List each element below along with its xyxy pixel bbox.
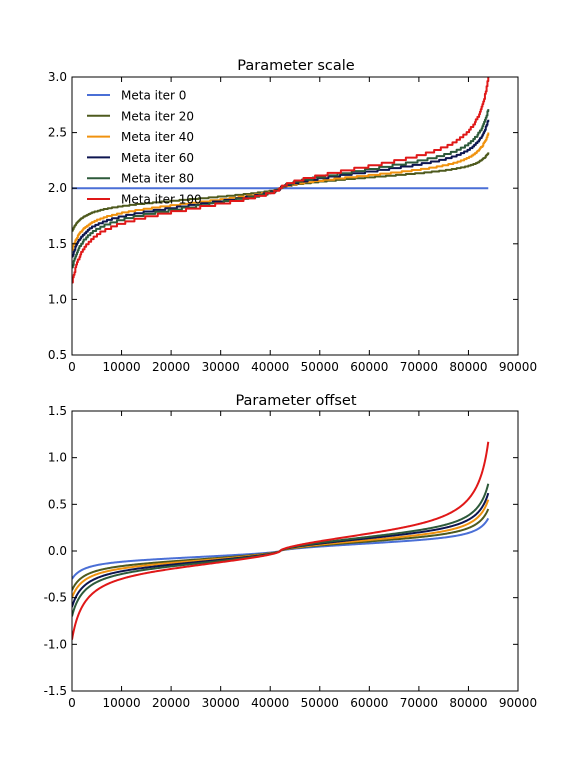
scale-series-line-5 (72, 77, 490, 284)
offset-ytick-label: -1.5 (44, 684, 67, 698)
scale-xtick-label: 20000 (152, 360, 190, 374)
legend-label: Meta iter 60 (121, 151, 194, 165)
offset-xtick-label: 80000 (449, 696, 487, 710)
legend-label: Meta iter 0 (121, 89, 186, 103)
offset-xtick-label: 0 (68, 696, 76, 710)
offset-xtick-label: 40000 (251, 696, 289, 710)
scale-chart-title: Parameter scale (237, 58, 354, 74)
scale-xtick-label: 40000 (251, 360, 289, 374)
scale-axes-frame (71, 76, 519, 356)
offset-xtick-label: 70000 (400, 696, 438, 710)
scale-ytick-label: 0.5 (48, 348, 67, 362)
offset-xtick-label: 50000 (301, 696, 339, 710)
legend-label: Meta iter 80 (121, 172, 194, 186)
scale-plot-area: 0 10000 20000 30000 40000 50000 60000 70000 8000… (48, 70, 537, 374)
scale-xtick-label: 90000 (499, 360, 537, 374)
scale-ytick-label: 1.0 (48, 292, 67, 306)
offset-ytick-label: 1.5 (48, 404, 67, 418)
offset-ytick-label: 0.0 (48, 544, 67, 558)
offset-series-line-5 (72, 441, 490, 640)
scale-ytick-label: 3.0 (48, 70, 67, 84)
scale-xtick-label: 30000 (202, 360, 240, 374)
offset-xtick-label: 30000 (202, 696, 240, 710)
offset-chart-title: Parameter offset (235, 393, 356, 409)
offset-panel: Parameter offset 0 10000 20000 30000 40000 50… (44, 393, 538, 710)
scale-panel: Parameter scale 0 10000 20000 30000 40000 500… (48, 58, 537, 374)
legend-label: Meta iter 100 (121, 193, 202, 207)
offset-ytick-label: -1.0 (44, 637, 67, 651)
scale-xtick-label: 50000 (301, 360, 339, 374)
scale-ytick-label: 2.0 (48, 181, 67, 195)
legend-label: Meta iter 40 (121, 130, 194, 144)
scale-xtick-label: 60000 (350, 360, 388, 374)
offset-xtick-label: 90000 (499, 696, 537, 710)
scale-xtick-label: 0 (68, 360, 76, 374)
offset-axes-frame (71, 410, 519, 692)
offset-plot-area: 0 10000 20000 30000 40000 50000 60000 70000 8000… (44, 404, 538, 710)
offset-xtick-label: 60000 (350, 696, 388, 710)
scale-ytick-label: 2.5 (48, 126, 67, 140)
offset-series-line-2 (72, 499, 490, 599)
offset-ytick-label: 0.5 (48, 497, 67, 511)
offset-xtick-label: 10000 (102, 696, 140, 710)
scale-xtick-label: 70000 (400, 360, 438, 374)
scale-ytick-label: 1.5 (48, 237, 67, 251)
offset-ytick-label: 1.0 (48, 451, 67, 465)
offset-ytick-label: -0.5 (44, 591, 67, 605)
legend-label: Meta iter 20 (121, 109, 194, 123)
scale-xtick-label: 80000 (449, 360, 487, 374)
scale-legend: Meta iter 0 Meta iter 20 Meta iter 40 Meta … (87, 89, 202, 207)
offset-xtick-label: 20000 (152, 696, 190, 710)
scale-xtick-label: 10000 (102, 360, 140, 374)
